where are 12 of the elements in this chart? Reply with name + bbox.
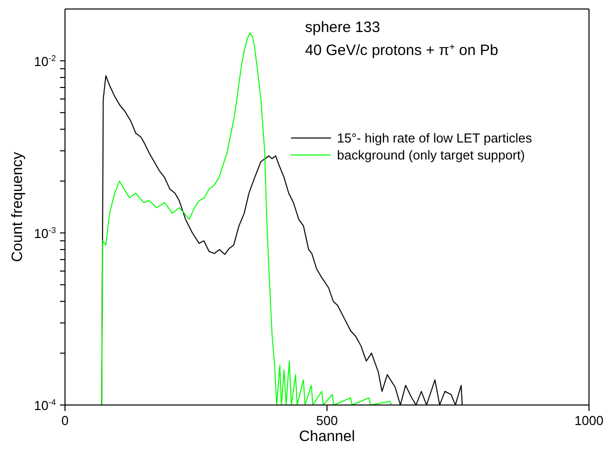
legend-label: 15°- high rate of low LET particles xyxy=(337,130,532,146)
annotation: 40 GeV/c protons + π$^{+}$ on Pb xyxy=(305,42,498,59)
y-tick-label: 10$^{-3}$ xyxy=(34,224,56,241)
annotation: sphere 133 xyxy=(305,19,380,36)
legend-label: background (only target support) xyxy=(337,148,525,162)
y-tick-label: 10$^{-2}$ xyxy=(34,52,56,69)
x-axis-title: Channel xyxy=(299,428,355,445)
x-tick-label: 0 xyxy=(61,413,69,428)
x-tick-label: 1000 xyxy=(574,413,604,428)
y-axis-title: Count frequency xyxy=(9,151,26,262)
x-tick-label: 500 xyxy=(316,413,338,428)
y-tick-label: 10$^{-4}$ xyxy=(34,397,56,413)
